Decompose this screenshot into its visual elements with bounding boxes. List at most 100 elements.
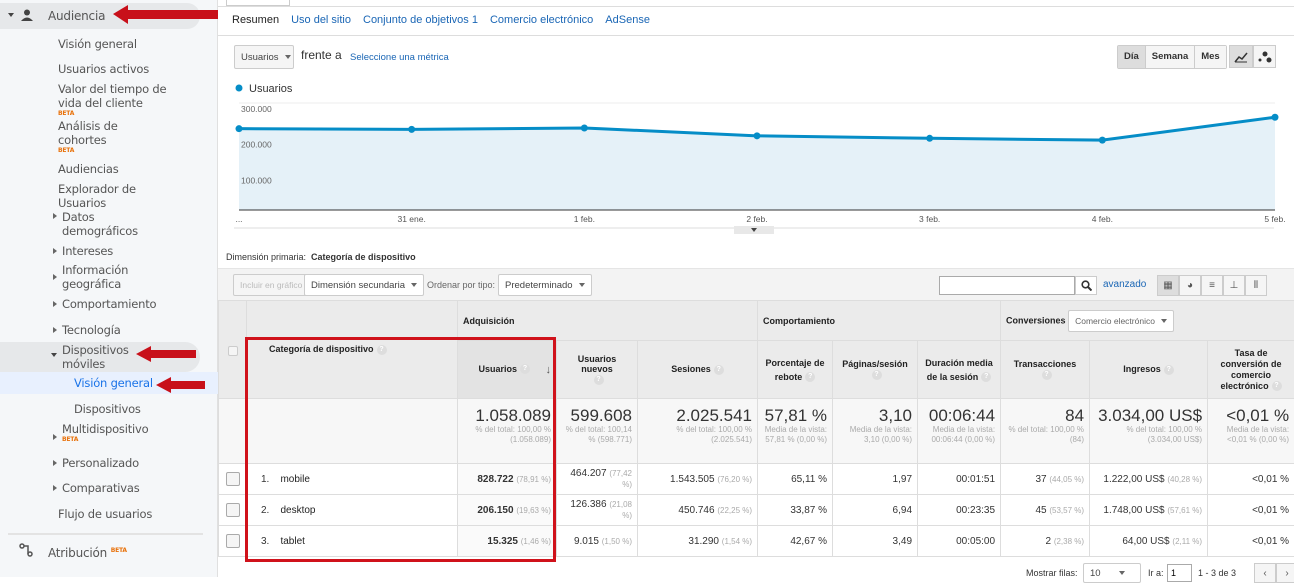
col-header-dimension[interactable]: Categoría de dispositivo? bbox=[247, 301, 458, 399]
sidebar-item-dispositivos[interactable]: Dispositivos bbox=[74, 402, 141, 416]
search-icon bbox=[1081, 280, 1092, 291]
sidebar-item-personalizado[interactable]: Personalizado bbox=[62, 456, 139, 470]
conversion-select-value: Comercio electrónico bbox=[1075, 316, 1155, 326]
sidebar-item-intereses[interactable]: Intereses bbox=[62, 244, 113, 258]
metric-cell: 15.325 (1,46 %) bbox=[458, 526, 557, 557]
x-tick-label: 3 feb. bbox=[919, 214, 940, 224]
group-label: Conversiones bbox=[1006, 315, 1066, 325]
conversion-select[interactable]: Comercio electrónico bbox=[1068, 310, 1174, 332]
metric-value: 45 bbox=[1035, 505, 1046, 516]
total-value: 84 bbox=[1006, 407, 1084, 425]
sidebar-item-audiencias[interactable]: Audiencias bbox=[58, 162, 119, 176]
goto-page-input[interactable] bbox=[1167, 564, 1192, 582]
sidebar-item-tecnologia[interactable]: Tecnología bbox=[62, 323, 121, 337]
total-value: 00:06:44 bbox=[923, 407, 995, 425]
col-header-revenue[interactable]: Ingresos? bbox=[1090, 341, 1208, 399]
col-header-transactions[interactable]: Transacciones? bbox=[1001, 341, 1090, 399]
sidebar-item-usuarios-activos[interactable]: Usuarios activos bbox=[58, 62, 149, 76]
expand-icon bbox=[53, 485, 57, 491]
chevron-down-icon bbox=[1161, 319, 1167, 323]
next-page-button[interactable]: › bbox=[1276, 563, 1294, 583]
metric-value: 00:23:35 bbox=[956, 505, 995, 516]
metric-percent: (44,05 %) bbox=[1049, 475, 1084, 484]
row-number: 1. bbox=[261, 474, 269, 485]
col-header-users[interactable]: Usuarios? ↓ bbox=[458, 341, 557, 399]
chevron-down-icon bbox=[751, 228, 757, 232]
prev-page-button[interactable]: ‹ bbox=[1254, 563, 1276, 583]
metric-cell: 31.290 (1,54 %) bbox=[638, 526, 758, 557]
col-header-conversion-rate[interactable]: Tasa de conversión de comercio electróni… bbox=[1208, 341, 1294, 399]
metric-percent: (77,42 %) bbox=[609, 469, 632, 489]
sidebar-item-vision-general-moviles[interactable]: Visión general bbox=[74, 376, 153, 390]
view-comparison-button[interactable]: ⊥ bbox=[1223, 275, 1245, 296]
metric-cell: 42,67 % bbox=[758, 526, 833, 557]
select-all-checkbox[interactable] bbox=[228, 346, 238, 356]
header-label: Usuarios nuevos bbox=[578, 354, 617, 374]
row-checkbox[interactable] bbox=[226, 503, 240, 517]
metric-value: 1.222,00 US$ bbox=[1103, 474, 1164, 485]
data-table: Categoría de dispositivo? Adquisición Co… bbox=[218, 300, 1294, 557]
metric-value: 126.386 bbox=[570, 499, 606, 510]
view-pie-button[interactable]: ◕ bbox=[1179, 275, 1201, 296]
help-icon: ? bbox=[520, 364, 530, 374]
metric-cell: 9.015 (1,50 %) bbox=[557, 526, 638, 557]
secondary-dimension-select[interactable]: Dimensión secundaria bbox=[304, 274, 424, 296]
rows-per-page-select[interactable]: 10 bbox=[1083, 563, 1141, 583]
sidebar: Audiencia Visión general Usuarios activo… bbox=[0, 0, 218, 577]
sidebar-item-datos-demograficos[interactable]: Datos demográficos bbox=[62, 210, 152, 238]
expand-icon bbox=[53, 274, 57, 280]
beta-badge: BETA bbox=[111, 547, 127, 554]
y-tick-label: 300.000 bbox=[241, 104, 272, 114]
help-icon: ? bbox=[805, 372, 815, 382]
view-pivot-button[interactable]: ⦀ bbox=[1245, 275, 1267, 296]
sidebar-item-informacion-geografica[interactable]: Información geográfica bbox=[62, 263, 142, 291]
dimension-link[interactable]: desktop bbox=[280, 505, 315, 516]
sidebar-item-vision-general[interactable]: Visión general bbox=[58, 37, 137, 51]
dimension-link[interactable]: tablet bbox=[280, 536, 304, 547]
sidebar-item-explorador[interactable]: Explorador de Usuarios bbox=[58, 182, 148, 210]
total-cell: <0,01 %Media de la vista: <0,01 % (0,00 … bbox=[1208, 399, 1294, 464]
metric-value: 1.543.505 bbox=[670, 474, 715, 485]
row-checkbox-cell bbox=[219, 464, 247, 495]
metric-percent: (40,28 %) bbox=[1167, 475, 1202, 484]
metric-value: 828.722 bbox=[477, 474, 513, 485]
row-checkbox[interactable] bbox=[226, 472, 240, 486]
sidebar-item-comparativas[interactable]: Comparativas bbox=[62, 481, 140, 495]
header-label: Porcentaje de rebote bbox=[766, 358, 825, 382]
table-search-input[interactable] bbox=[939, 276, 1075, 295]
sort-type-select[interactable]: Predeterminado bbox=[498, 274, 592, 296]
metric-cell: 00:01:51 bbox=[918, 464, 1001, 495]
metric-cell: <0,01 % bbox=[1208, 526, 1294, 557]
sidebar-item-dispositivos-moviles[interactable]: Dispositivos móviles bbox=[62, 343, 142, 371]
col-header-avg-duration[interactable]: Duración media de la sesión? bbox=[918, 341, 1001, 399]
col-header-new-users[interactable]: Usuarios nuevos? bbox=[557, 341, 638, 399]
person-icon bbox=[20, 9, 34, 21]
primary-dimension-label: Dimensión primaria: bbox=[226, 252, 306, 262]
chart-resize-handle[interactable] bbox=[734, 226, 774, 234]
metric-value: 1,97 bbox=[893, 474, 912, 485]
sidebar-item-atribucion[interactable]: Atribución BETA bbox=[48, 544, 127, 560]
row-checkbox[interactable] bbox=[226, 534, 240, 548]
total-sub: Media de la vista: <0,01 % (0,00 %) bbox=[1213, 425, 1289, 445]
totals-empty bbox=[247, 399, 458, 464]
chevron-down-icon bbox=[579, 283, 585, 287]
header-label: Ingresos bbox=[1123, 364, 1161, 374]
col-header-pages-session[interactable]: Páginas/sesión? bbox=[833, 341, 918, 399]
dimension-link[interactable]: mobile bbox=[280, 474, 309, 485]
plot-rows-button[interactable]: Incluir en gráfico bbox=[233, 274, 309, 296]
sidebar-item-flujo-usuarios[interactable]: Flujo de usuarios bbox=[58, 507, 152, 521]
advanced-filter-link[interactable]: avanzado bbox=[1103, 279, 1146, 290]
sidebar-item-comportamiento[interactable]: Comportamiento bbox=[62, 297, 156, 311]
col-header-sessions[interactable]: Sesiones? bbox=[638, 341, 758, 399]
total-sub: Media de la vista: 00:06:44 (0,00 %) bbox=[923, 425, 995, 445]
col-header-bounce-rate[interactable]: Porcentaje de rebote? bbox=[758, 341, 833, 399]
search-button[interactable] bbox=[1075, 276, 1097, 295]
view-table-button[interactable]: ▦ bbox=[1157, 275, 1179, 296]
view-performance-button[interactable]: ≡ bbox=[1201, 275, 1223, 296]
metric-cell: 1.222,00 US$ (40,28 %) bbox=[1090, 464, 1208, 495]
